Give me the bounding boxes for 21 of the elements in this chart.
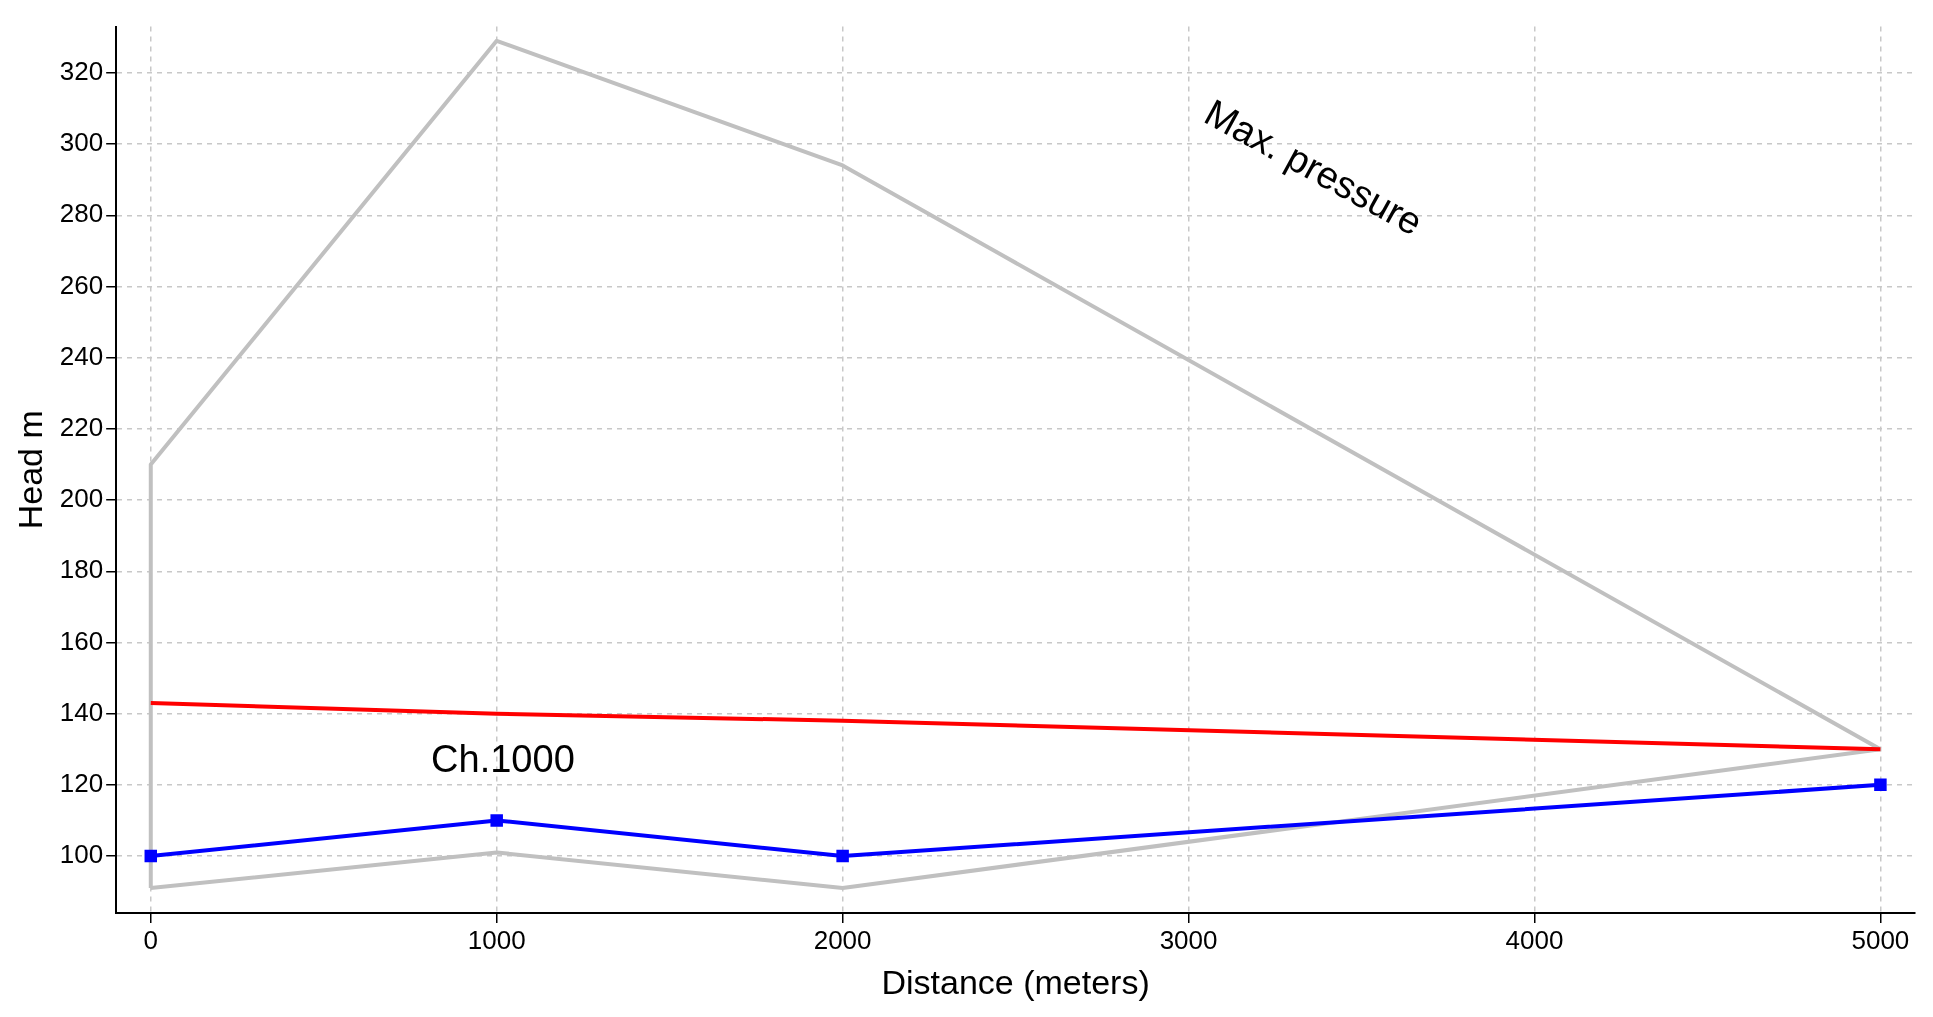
- y-tick-label: 240: [59, 340, 104, 371]
- y-tick-label: 320: [59, 56, 104, 87]
- annotation: Ch.1000: [431, 737, 575, 780]
- x-tick-label: 3000: [1159, 924, 1218, 955]
- y-tick-label: 300: [59, 127, 104, 158]
- x-tick-label: 4000: [1505, 924, 1564, 955]
- x-tick-label: 1000: [467, 924, 526, 955]
- y-tick-label: 140: [59, 696, 104, 727]
- y-tick-label: 260: [59, 269, 104, 300]
- y-tick-label: 220: [59, 412, 104, 443]
- y-tick-label: 200: [59, 483, 104, 514]
- x-tick-label: 2000: [813, 924, 872, 955]
- y-tick-label: 160: [59, 625, 104, 656]
- y-tick-label: 120: [59, 768, 104, 799]
- y-axis-title: Head m: [10, 410, 49, 530]
- y-tick-label: 180: [59, 554, 104, 585]
- y-tick-label: 280: [59, 198, 104, 229]
- x-tick-label: 5000: [1851, 924, 1910, 955]
- x-tick-label: 0: [143, 924, 159, 955]
- x-axis-title: Distance (meters): [881, 962, 1150, 1001]
- y-tick-label: 100: [59, 839, 104, 870]
